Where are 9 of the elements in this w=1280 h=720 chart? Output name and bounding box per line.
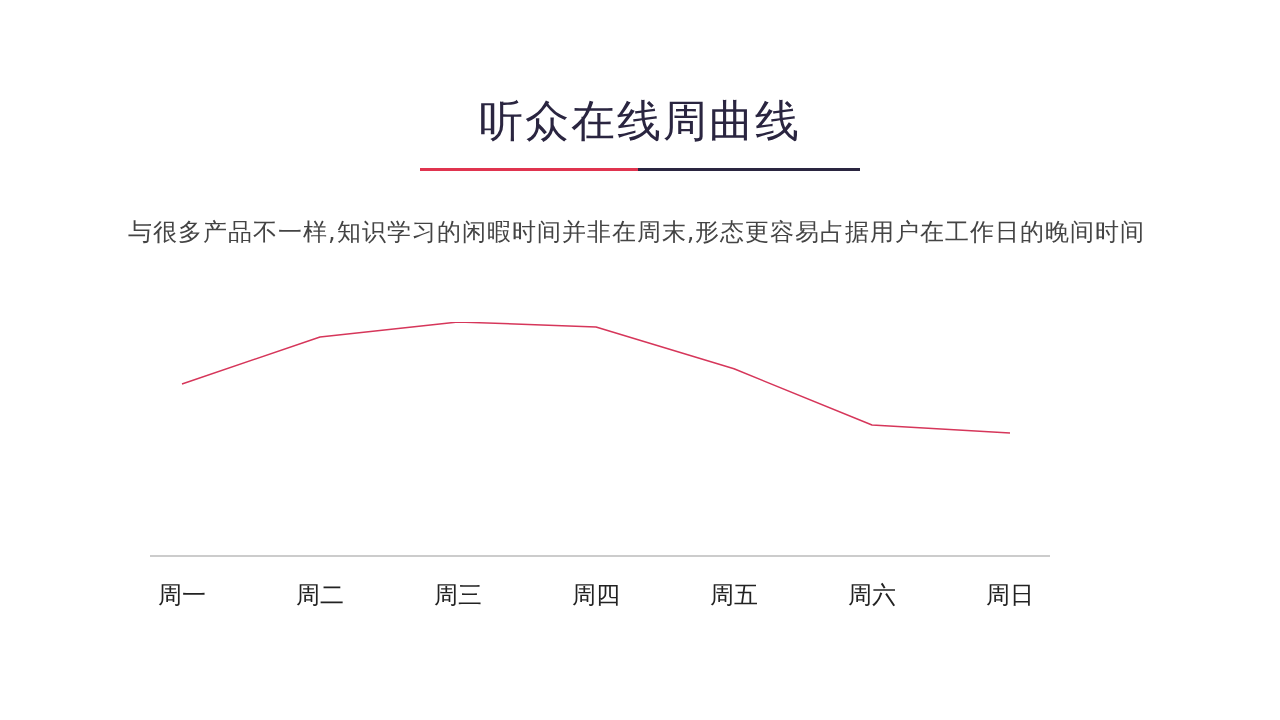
x-tick-label: 周二 <box>296 581 344 610</box>
x-tick-label: 周四 <box>572 581 620 610</box>
x-tick-label: 周日 <box>986 581 1034 610</box>
x-tick-label: 周三 <box>434 581 482 610</box>
chart-title: 听众在线周曲线 <box>478 94 802 148</box>
chart-subtitle: 与很多产品不一样,知识学习的闲暇时间并非在周末,形态更容易占据用户在工作日的晚间时间 <box>128 217 1147 248</box>
x-tick-label: 周五 <box>710 581 758 610</box>
x-tick-label: 周一 <box>158 581 206 610</box>
x-tick-label: 周六 <box>848 581 896 610</box>
